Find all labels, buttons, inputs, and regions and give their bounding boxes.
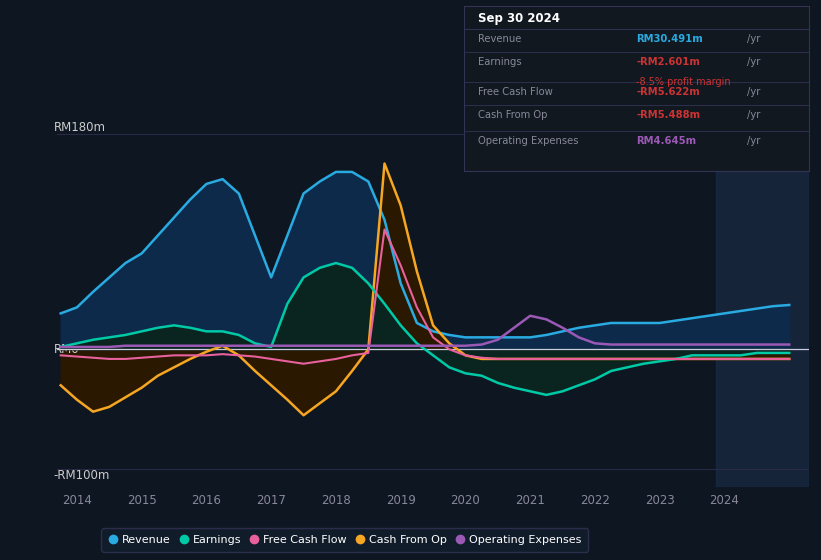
Text: RM4.645m: RM4.645m [636, 136, 696, 146]
Text: -RM5.488m: -RM5.488m [636, 110, 700, 120]
Text: RM180m: RM180m [53, 120, 106, 134]
Text: -RM100m: -RM100m [53, 469, 110, 482]
Text: /yr: /yr [746, 57, 760, 67]
Text: RM30.491m: RM30.491m [636, 34, 703, 44]
Text: Revenue: Revenue [478, 34, 521, 44]
Text: -RM2.601m: -RM2.601m [636, 57, 700, 67]
Text: Free Cash Flow: Free Cash Flow [478, 87, 553, 96]
Text: Sep 30 2024: Sep 30 2024 [478, 12, 560, 25]
Text: RM0: RM0 [53, 343, 80, 356]
Bar [716, 104, 809, 487]
Text: /yr: /yr [746, 110, 760, 120]
Text: -8.5% profit margin: -8.5% profit margin [636, 77, 731, 87]
Text: /yr: /yr [746, 87, 760, 96]
Text: -RM5.622m: -RM5.622m [636, 87, 700, 96]
Text: Cash From Op: Cash From Op [478, 110, 547, 120]
Text: Operating Expenses: Operating Expenses [478, 136, 578, 146]
Text: /yr: /yr [746, 136, 760, 146]
Legend: Revenue, Earnings, Free Cash Flow, Cash From Op, Operating Expenses: Revenue, Earnings, Free Cash Flow, Cash … [102, 528, 588, 552]
Text: Earnings: Earnings [478, 57, 521, 67]
Text: /yr: /yr [746, 34, 760, 44]
